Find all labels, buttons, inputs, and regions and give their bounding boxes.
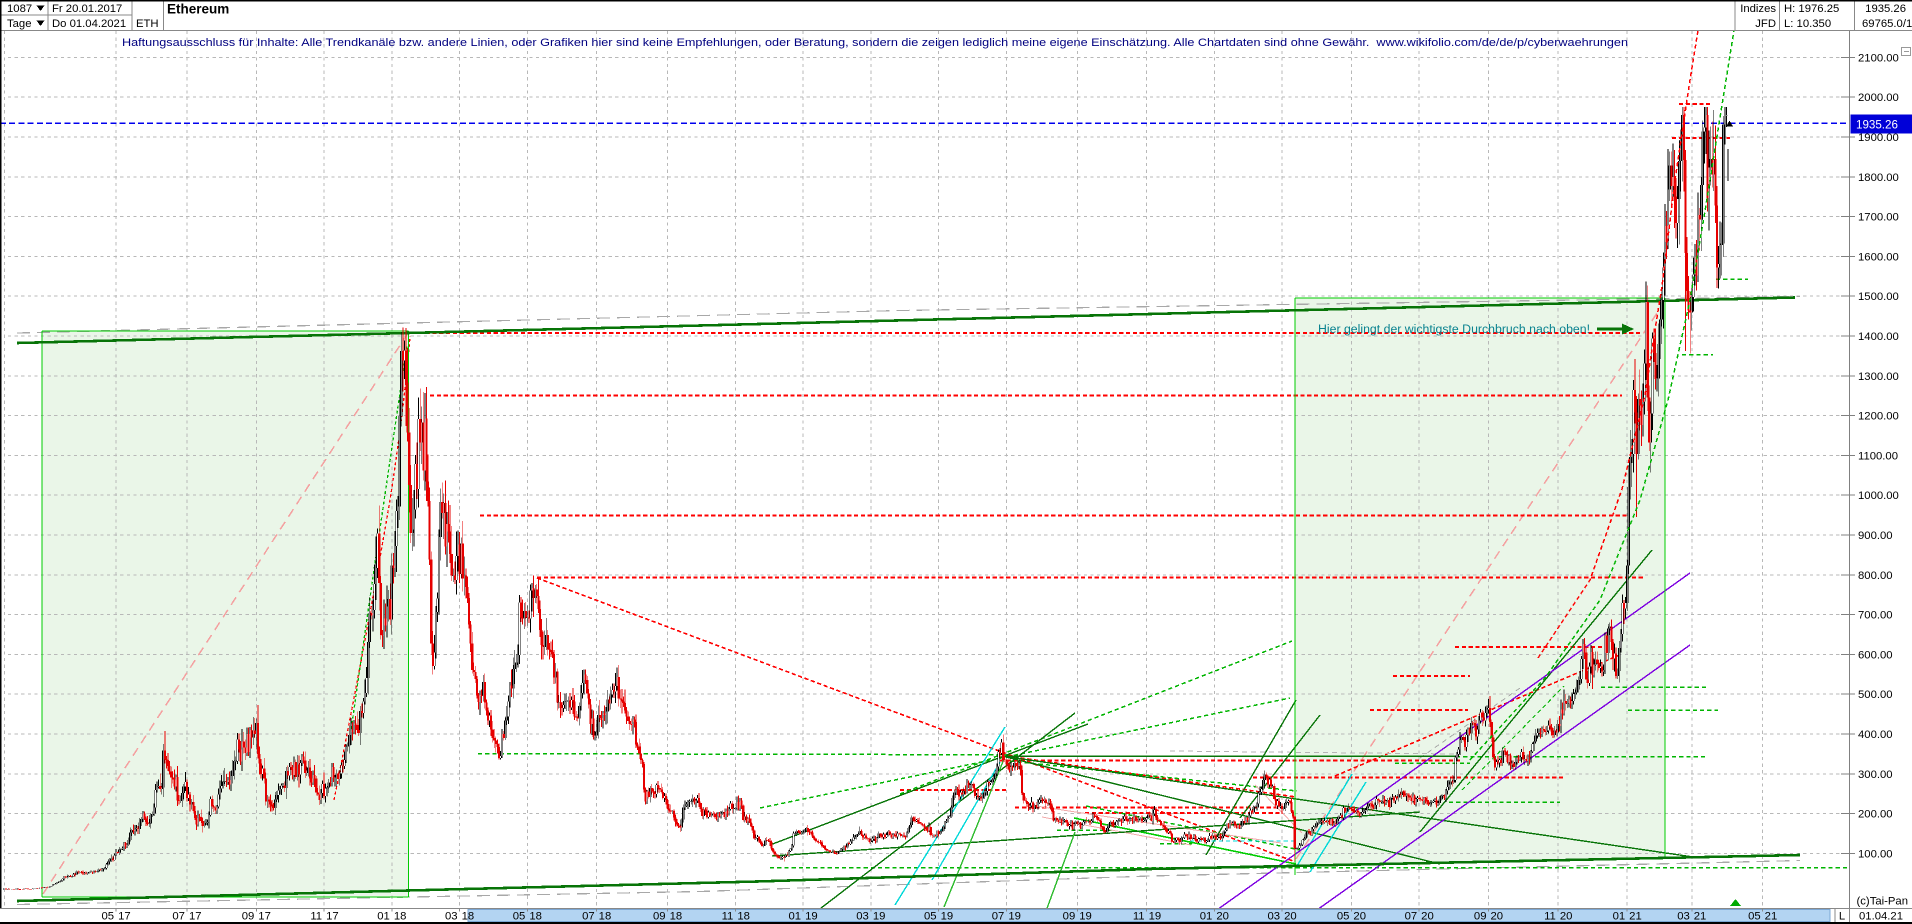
svg-text:11: 11 (1544, 911, 1556, 923)
svg-text:11: 11 (1133, 911, 1145, 923)
svg-text:1400.00: 1400.00 (1858, 331, 1899, 343)
svg-text:1935.26: 1935.26 (1856, 118, 1898, 131)
svg-text:01: 01 (377, 911, 390, 923)
svg-text:07: 07 (992, 911, 1005, 923)
svg-text:2000.00: 2000.00 (1858, 92, 1899, 104)
svg-text:2100.00: 2100.00 (1858, 52, 1899, 64)
svg-text:09: 09 (1474, 911, 1487, 923)
svg-text:19: 19 (1149, 911, 1162, 923)
svg-text:100.00: 100.00 (1858, 848, 1893, 860)
svg-text:03: 03 (1268, 911, 1281, 923)
svg-text:11: 11 (310, 911, 322, 923)
svg-text:800.00: 800.00 (1858, 570, 1893, 582)
svg-text:1000.00: 1000.00 (1858, 490, 1899, 502)
svg-text:18: 18 (670, 911, 683, 923)
svg-text:09: 09 (242, 911, 255, 923)
svg-text:17: 17 (189, 911, 202, 923)
svg-text:ETH: ETH (136, 18, 159, 30)
svg-text:(c)Tai-Pan: (c)Tai-Pan (1857, 896, 1908, 908)
svg-text:1500.00: 1500.00 (1858, 291, 1899, 303)
svg-text:05: 05 (1748, 911, 1761, 923)
svg-text:Do 01.04.2021: Do 01.04.2021 (52, 18, 126, 30)
svg-text:19: 19 (873, 911, 886, 923)
svg-text:20: 20 (1353, 911, 1366, 923)
svg-text:07: 07 (1405, 911, 1418, 923)
svg-text:1100.00: 1100.00 (1858, 450, 1898, 462)
svg-text:1087: 1087 (7, 3, 32, 15)
svg-text:21: 21 (1694, 911, 1707, 923)
svg-text:20: 20 (1421, 911, 1434, 923)
svg-text:Fr 20.01.2017: Fr 20.01.2017 (52, 3, 122, 15)
svg-text:01: 01 (789, 911, 802, 923)
svg-text:69765.0/15: 69765.0/15 (1862, 18, 1912, 30)
svg-text:05: 05 (924, 911, 937, 923)
svg-text:07: 07 (172, 911, 185, 923)
svg-text:H: 1976.25: H: 1976.25 (1784, 3, 1839, 15)
svg-text:JFD: JFD (1755, 18, 1776, 30)
svg-text:19: 19 (805, 911, 818, 923)
svg-text:05: 05 (513, 911, 526, 923)
svg-text:17: 17 (326, 911, 339, 923)
svg-text:1300.00: 1300.00 (1858, 371, 1899, 383)
svg-text:20: 20 (1216, 911, 1229, 923)
svg-text:17: 17 (118, 911, 131, 923)
svg-text:300.00: 300.00 (1858, 769, 1893, 781)
svg-text:1900.00: 1900.00 (1858, 132, 1899, 144)
svg-text:18: 18 (529, 911, 542, 923)
svg-text:1200.00: 1200.00 (1858, 411, 1899, 423)
svg-text:1935.26: 1935.26 (1865, 3, 1906, 15)
svg-text:500.00: 500.00 (1858, 689, 1893, 701)
svg-text:01.04.21: 01.04.21 (1859, 911, 1903, 923)
svg-text:Tage: Tage (7, 18, 32, 30)
svg-text:19: 19 (941, 911, 954, 923)
svg-text:20: 20 (1491, 911, 1504, 923)
svg-text:700.00: 700.00 (1858, 610, 1893, 622)
svg-text:05: 05 (101, 911, 114, 923)
svg-text:Hier gelingt der wichtigste Du: Hier gelingt der wichtigste Durchbruch n… (1318, 324, 1590, 336)
svg-text:L: L (1839, 911, 1845, 923)
svg-text:Ethereum: Ethereum (167, 2, 229, 17)
svg-text:1700.00: 1700.00 (1858, 212, 1899, 224)
svg-text:L: 10.350: L: 10.350 (1784, 18, 1831, 30)
svg-text:18: 18 (394, 911, 407, 923)
svg-text:03: 03 (856, 911, 869, 923)
svg-text:07: 07 (582, 911, 595, 923)
svg-text:11: 11 (722, 911, 734, 923)
svg-text:1600.00: 1600.00 (1858, 251, 1899, 263)
svg-text:600.00: 600.00 (1858, 649, 1893, 661)
svg-text:19: 19 (1079, 911, 1092, 923)
svg-text:Indizes: Indizes (1740, 3, 1776, 15)
svg-text:21: 21 (1629, 911, 1642, 923)
svg-text:09: 09 (1063, 911, 1076, 923)
svg-text:17: 17 (258, 911, 271, 923)
svg-text:03: 03 (1677, 911, 1690, 923)
svg-text:20: 20 (1560, 911, 1573, 923)
svg-text:01: 01 (1200, 911, 1213, 923)
svg-text:18: 18 (737, 911, 750, 923)
svg-text:03: 03 (445, 911, 458, 923)
svg-text:400.00: 400.00 (1858, 729, 1893, 741)
svg-text:05: 05 (1337, 911, 1350, 923)
svg-text:21: 21 (1765, 911, 1778, 923)
svg-text:200.00: 200.00 (1858, 809, 1893, 821)
svg-text:18: 18 (462, 911, 475, 923)
svg-text:900.00: 900.00 (1858, 530, 1893, 542)
svg-text:1800.00: 1800.00 (1858, 172, 1899, 184)
svg-text:01: 01 (1613, 911, 1626, 923)
svg-text:Haftungsausschluss für Inhalte: Haftungsausschluss für Inhalte: Alle Tre… (122, 37, 1628, 49)
svg-text:20: 20 (1284, 911, 1297, 923)
svg-text:19: 19 (1008, 911, 1021, 923)
svg-text:09: 09 (653, 911, 666, 923)
svg-text:18: 18 (599, 911, 612, 923)
